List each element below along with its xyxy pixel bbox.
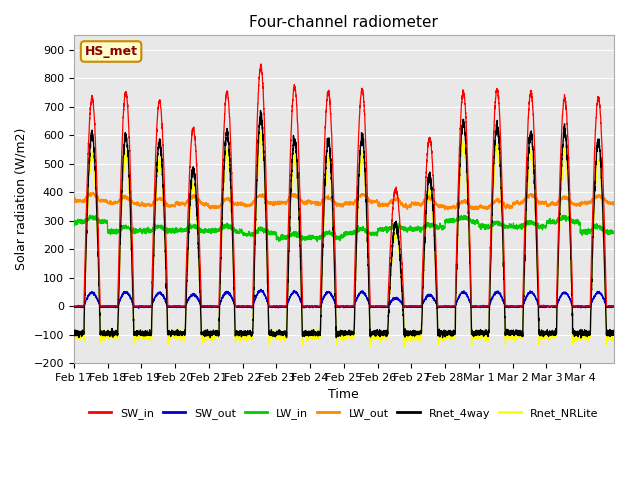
X-axis label: Time: Time [328,388,359,401]
Text: HS_met: HS_met [84,45,138,58]
Legend: SW_in, SW_out, LW_in, LW_out, Rnet_4way, Rnet_NRLite: SW_in, SW_out, LW_in, LW_out, Rnet_4way,… [84,403,603,423]
Title: Four-channel radiometer: Four-channel radiometer [250,15,438,30]
Y-axis label: Solar radiation (W/m2): Solar radiation (W/m2) [15,128,28,270]
